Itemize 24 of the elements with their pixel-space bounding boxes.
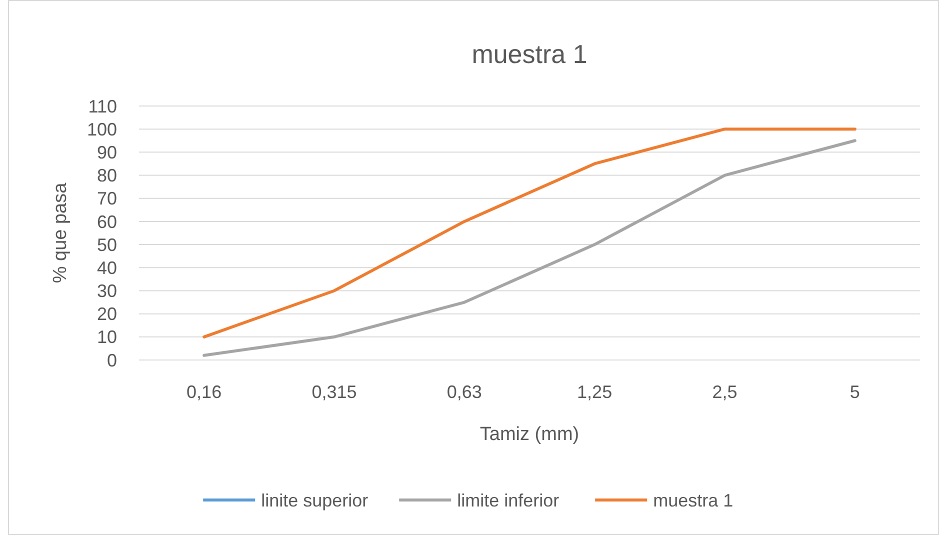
x-tick-label: 0,16: [186, 382, 222, 402]
y-tick-label: 80: [96, 166, 117, 186]
x-tick-label: 1,25: [577, 382, 612, 402]
y-tick-label: 60: [96, 212, 117, 232]
y-tick-label: 70: [96, 188, 117, 209]
chart-title: muestra 1: [472, 39, 588, 69]
y-tick-label: 0: [106, 350, 117, 370]
x-tick-label: 0,315: [312, 382, 357, 402]
y-tick-label: 10: [96, 327, 117, 348]
y-tick-label: 100: [86, 119, 117, 140]
x-tick-label: 2,5: [712, 382, 738, 402]
y-tick-label: 20: [96, 304, 117, 324]
y-tick-label: 30: [96, 281, 117, 302]
x-tick-label: 5: [850, 382, 860, 402]
x-tick-label: 0,63: [446, 382, 482, 402]
legend-label: muestra 1: [653, 490, 734, 510]
legend-label: limite inferior: [457, 490, 560, 510]
y-tick-label: 90: [96, 142, 117, 162]
y-tick-label: 110: [88, 96, 117, 116]
y-tick-label: 50: [96, 234, 117, 255]
y-tick-label: 40: [96, 258, 117, 278]
legend-label: linite superior: [261, 490, 368, 510]
x-axis-title: Tamiz (mm): [480, 424, 580, 445]
y-axis-title: % que pasa: [50, 182, 71, 284]
